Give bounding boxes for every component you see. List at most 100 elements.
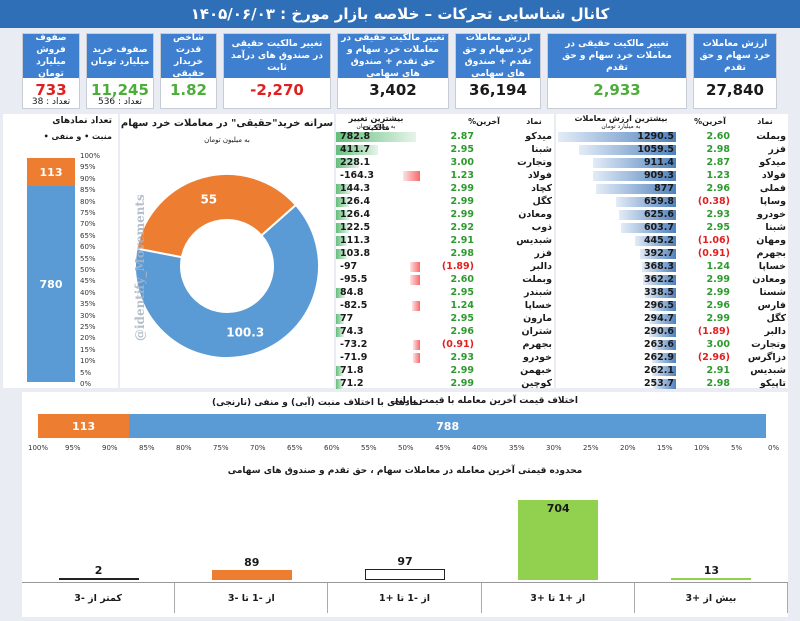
- stack-tick-label: 55%: [80, 254, 96, 263]
- row-symbol: شبنا: [765, 222, 786, 233]
- kpi-card: تغییر مالکیت حقیقی در معاملات خرد سهام و…: [547, 33, 687, 109]
- row-pct: 2.99: [450, 209, 474, 220]
- stack-tick-label: 70%: [80, 220, 96, 229]
- range-category-label: از +1 تا +3: [482, 583, 635, 613]
- range-category-label: از -1 تا +1: [328, 583, 482, 613]
- row-pct: 2.99: [450, 378, 474, 389]
- value-bar: [336, 145, 379, 155]
- row-value: 228.1: [340, 157, 371, 168]
- table-row: 290.6 (1.89) دالبر: [556, 325, 788, 338]
- row-pct: 2.95: [706, 222, 730, 233]
- range-column-label: 89: [244, 555, 260, 569]
- price-diff-tick-label: 35%: [509, 444, 525, 452]
- price-diff-tick-label: 80%: [176, 444, 192, 452]
- row-value: 71.2: [340, 378, 364, 389]
- row-pct: 2.96: [706, 183, 730, 194]
- value-bar: [642, 275, 676, 285]
- value-bar: [652, 366, 676, 376]
- kpi-value: 2,933: [593, 81, 641, 99]
- row-symbol: خبهمن: [520, 365, 552, 376]
- stack-tick-label: 45%: [80, 277, 96, 286]
- row-value: 77: [340, 313, 354, 324]
- value-bar: [336, 223, 349, 233]
- row-value: 911.4: [643, 157, 674, 168]
- price-diff-tick-label: 50%: [398, 444, 414, 452]
- row-symbol: خودرو: [522, 352, 552, 363]
- value-bar: [595, 184, 676, 194]
- row-symbol: بجهرم: [756, 248, 786, 259]
- row-value: 290.6: [643, 326, 674, 337]
- row-value: 1290.5: [637, 131, 674, 142]
- row-value: -97: [340, 261, 358, 272]
- value-bar: [336, 132, 416, 142]
- row-value: 126.4: [340, 209, 371, 220]
- stack-tick-label: 80%: [80, 197, 96, 206]
- row-value: 445.2: [643, 235, 674, 246]
- row-value: -71.9: [340, 352, 368, 363]
- row-pct: (0.91): [697, 248, 730, 259]
- value-bar: [336, 210, 349, 220]
- row-symbol: وساپا: [760, 196, 786, 207]
- kpi-label: ارزش معاملات خرد سهام و حق تقدم + صندوق …: [456, 33, 540, 79]
- row-symbol: میدکو: [525, 131, 552, 142]
- kpi-card: شاخص قدرت خریدار حقیقی 1.82: [160, 33, 217, 109]
- row-pct: (1.89): [441, 261, 474, 272]
- row-pct: (1.06): [697, 235, 730, 246]
- row-pct: 2.60: [706, 131, 730, 142]
- table-row: 122.5 2.92 ذوب: [336, 221, 554, 234]
- price-diff-title: اختلاف قیمت آخرین معامله با قیمت پایانی: [390, 396, 578, 406]
- row-symbol: تاپیکو: [759, 378, 786, 389]
- row-symbol: خساپا: [758, 261, 786, 272]
- row-symbol: خودرو: [756, 209, 786, 220]
- table-row: 659.8 (0.38) وساپا: [556, 195, 788, 208]
- value-bar: [336, 314, 344, 324]
- row-value: 368.3: [643, 261, 674, 272]
- table-row: 144.3 2.99 کچاد: [336, 182, 554, 195]
- price-diff-tick-label: 30%: [546, 444, 562, 452]
- kpi-count: تعداد : 536: [97, 97, 143, 107]
- table-row: 262.1 2.91 شبدیس: [556, 364, 788, 377]
- table-row: 296.5 2.96 فارس: [556, 299, 788, 312]
- value-bar-negative: [410, 262, 420, 272]
- row-symbol: وتجارت: [517, 157, 552, 168]
- donut-subtitle: به میلیون تومان: [204, 136, 250, 144]
- row-pct: 2.99: [706, 274, 730, 285]
- donut-panel: سرانه خرید"حقیقی" در معاملات خرد سهام به…: [120, 114, 334, 388]
- range-column: [518, 500, 599, 580]
- stack-tick-label: 75%: [80, 209, 96, 217]
- ownership-col-value-sub: به میلیارد تومان: [356, 123, 396, 130]
- value-bar: [592, 158, 676, 168]
- table-row: -95.5 2.60 وبملت: [336, 273, 554, 286]
- stack-tick-label: 20%: [80, 334, 96, 343]
- price-diff-tick-label: 60%: [324, 444, 340, 452]
- ownership-col-pct: %آخرین: [468, 117, 500, 126]
- table-row: -82.5 1.24 خساپا: [336, 299, 554, 312]
- price-diff-negative-segment: 113: [38, 414, 130, 438]
- value-bar: [640, 249, 676, 259]
- row-pct: 1.24: [450, 300, 474, 311]
- value-bar: [336, 236, 348, 246]
- ownership-col-value: بیشترین تغییر مالکیت: [348, 114, 404, 132]
- stack-tick-label: 100%: [80, 152, 101, 160]
- row-value: 877: [654, 183, 674, 194]
- price-range-columns: 2 89 97 704 13: [22, 480, 788, 580]
- range-column: [211, 569, 292, 580]
- kpi-card: ارزش معاملات خرد سهام و حق تقدم 27,840: [693, 33, 777, 109]
- value-bar: [336, 379, 344, 389]
- row-symbol: ومهان: [756, 235, 786, 246]
- row-symbol: بجهرم: [522, 339, 552, 350]
- table-row: 368.3 1.24 خساپا: [556, 260, 788, 273]
- ownership-rows: 782.8 2.87 میدکو 411.7 2.95 شبنا 228.1 3.00 وتجا…: [336, 130, 554, 414]
- row-symbol: شبندر: [523, 287, 552, 298]
- row-value: 84.8: [340, 287, 364, 298]
- stack-tick-label: 50%: [80, 266, 96, 274]
- donut-title: سرانه خرید"حقیقی" در معاملات خرد سهام: [120, 118, 334, 129]
- table-row: 1059.5 2.98 فزر: [556, 143, 788, 156]
- row-pct: 3.00: [706, 339, 730, 350]
- table-row: 228.1 3.00 وتجارت: [336, 156, 554, 169]
- value-bar: [645, 288, 676, 298]
- row-symbol: شتران: [521, 326, 553, 337]
- row-pct: 2.95: [450, 287, 474, 298]
- kpi-label: صفوف فروش میلیارد تومان: [23, 33, 79, 79]
